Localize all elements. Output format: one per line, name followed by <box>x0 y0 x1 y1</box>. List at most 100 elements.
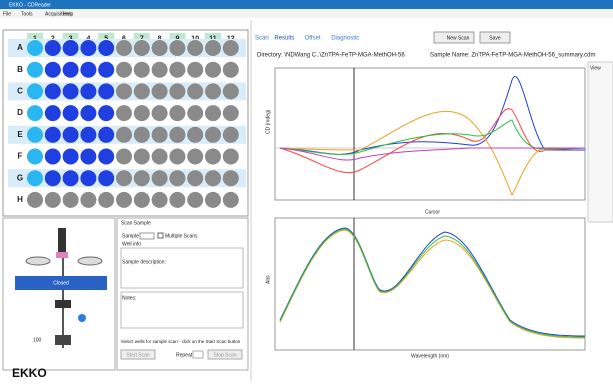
well[interactable] <box>62 126 79 143</box>
column-header[interactable] <box>27 33 43 43</box>
well[interactable] <box>205 83 221 100</box>
well[interactable] <box>116 105 132 122</box>
well[interactable] <box>80 191 97 208</box>
well[interactable] <box>44 40 61 56</box>
well[interactable] <box>133 126 150 143</box>
well[interactable] <box>222 191 239 208</box>
well[interactable] <box>169 191 186 208</box>
well[interactable] <box>62 61 79 78</box>
well[interactable] <box>44 83 61 100</box>
column-header[interactable] <box>169 33 186 43</box>
well[interactable] <box>27 83 43 100</box>
well[interactable] <box>169 83 186 100</box>
well[interactable] <box>187 61 204 78</box>
well[interactable] <box>205 126 221 143</box>
well[interactable] <box>80 40 97 56</box>
well[interactable] <box>187 191 204 208</box>
well[interactable] <box>116 40 132 56</box>
well[interactable] <box>151 170 168 187</box>
notes-box[interactable] <box>120 291 244 329</box>
well[interactable] <box>116 61 132 78</box>
save-button[interactable] <box>479 31 511 44</box>
column-header[interactable] <box>98 33 115 43</box>
column-header[interactable] <box>62 33 79 43</box>
well[interactable] <box>116 126 132 143</box>
well[interactable] <box>222 40 239 56</box>
closed-button[interactable] <box>15 276 107 290</box>
well[interactable] <box>116 170 132 187</box>
well[interactable] <box>187 126 204 143</box>
well[interactable] <box>169 61 186 78</box>
menu-item[interactable]: Help <box>63 11 74 17</box>
start-button[interactable] <box>120 349 156 360</box>
well[interactable] <box>151 40 168 56</box>
tab[interactable]: Offset <box>305 36 321 42</box>
column-header[interactable] <box>151 33 168 43</box>
well[interactable] <box>116 191 132 208</box>
well[interactable] <box>116 83 132 100</box>
well[interactable] <box>151 126 168 143</box>
well[interactable] <box>27 61 43 78</box>
well[interactable] <box>98 148 115 165</box>
well[interactable] <box>151 191 168 208</box>
column-header[interactable] <box>116 33 132 43</box>
well[interactable] <box>98 170 115 187</box>
column-header[interactable] <box>80 33 97 43</box>
well[interactable] <box>169 148 186 165</box>
well[interactable] <box>187 170 204 187</box>
well[interactable] <box>133 105 150 122</box>
well[interactable] <box>187 105 204 122</box>
well[interactable] <box>116 148 132 165</box>
well[interactable] <box>44 126 61 143</box>
well[interactable] <box>133 191 150 208</box>
well[interactable] <box>98 40 115 56</box>
well[interactable] <box>169 126 186 143</box>
well[interactable] <box>44 191 61 208</box>
well[interactable] <box>80 61 97 78</box>
well[interactable] <box>80 105 97 122</box>
well[interactable] <box>222 170 239 187</box>
well[interactable] <box>187 148 204 165</box>
well[interactable] <box>133 61 150 78</box>
well[interactable] <box>80 170 97 187</box>
well[interactable] <box>151 61 168 78</box>
well[interactable] <box>62 170 79 187</box>
well[interactable] <box>44 61 61 78</box>
column-header[interactable] <box>133 33 150 43</box>
repeat-input[interactable] <box>192 350 204 359</box>
well[interactable] <box>187 40 204 56</box>
well[interactable] <box>44 170 61 187</box>
well[interactable] <box>133 148 150 165</box>
well[interactable] <box>27 148 43 165</box>
info-box[interactable] <box>120 247 244 289</box>
well[interactable] <box>27 170 43 187</box>
new-scan-button[interactable] <box>433 31 475 44</box>
well[interactable] <box>62 148 79 165</box>
well[interactable] <box>27 126 43 143</box>
well[interactable] <box>205 40 221 56</box>
tab[interactable]: Diagnostic <box>331 36 359 42</box>
menu-item[interactable]: Tools <box>21 11 33 17</box>
well[interactable] <box>133 83 150 100</box>
well[interactable] <box>80 126 97 143</box>
well[interactable] <box>44 148 61 165</box>
well[interactable] <box>27 40 43 56</box>
well[interactable] <box>27 191 43 208</box>
well[interactable] <box>44 105 61 122</box>
well[interactable] <box>222 126 239 143</box>
well[interactable] <box>151 105 168 122</box>
well[interactable] <box>98 83 115 100</box>
checkbox[interactable] <box>157 232 164 239</box>
menu-item[interactable]: Acquisitions <box>45 11 72 17</box>
well[interactable] <box>169 40 186 56</box>
well[interactable] <box>222 61 239 78</box>
well[interactable] <box>62 83 79 100</box>
well[interactable] <box>169 170 186 187</box>
well[interactable] <box>187 83 204 100</box>
well[interactable] <box>62 40 79 56</box>
column-header[interactable] <box>187 33 204 43</box>
well[interactable] <box>151 148 168 165</box>
well[interactable] <box>98 61 115 78</box>
well[interactable] <box>98 191 115 208</box>
well[interactable] <box>222 105 239 122</box>
